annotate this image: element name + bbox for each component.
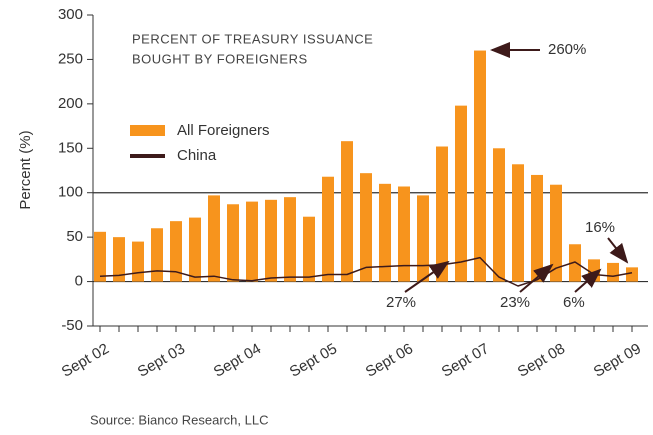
bar (341, 141, 353, 282)
bar (170, 221, 182, 282)
arrow (519, 263, 554, 293)
bar (265, 199, 277, 282)
bar (94, 231, 106, 282)
bar (284, 197, 296, 282)
x-tick-label: Sept 08 (515, 340, 568, 381)
bar (474, 50, 486, 282)
arrow (607, 237, 629, 264)
bar (189, 217, 201, 282)
source: Source: Bianco Research, LLC (90, 412, 268, 427)
y-tick-label: 200 (58, 95, 83, 112)
bar (512, 164, 524, 282)
legend-label: China (177, 147, 217, 164)
chart-subtitle: BOUGHT BY FOREIGNERS (132, 51, 308, 66)
x-tick-label: Sept 03 (135, 340, 188, 381)
bar (398, 186, 410, 282)
annotation: 23% (500, 294, 530, 311)
x-tick-label: Sept 05 (287, 340, 340, 381)
bar (227, 204, 239, 282)
annotation: 6% (563, 294, 585, 311)
y-tick-label: 50 (66, 228, 83, 245)
y-tick-label: 100 (58, 184, 83, 201)
x-tick-label: Sept 07 (439, 340, 492, 381)
bar (417, 195, 429, 282)
x-tick-label: Sept 04 (211, 340, 264, 381)
bar (550, 184, 562, 282)
y-axis-label: Percent (%) (17, 130, 34, 209)
x-tick-label: Sept 09 (591, 340, 644, 381)
bar (607, 262, 619, 282)
bar (569, 244, 581, 282)
bar (531, 174, 543, 282)
annotation: 27% (386, 294, 416, 311)
y-tick-label: 0 (75, 273, 83, 290)
y-tick-label: 150 (58, 139, 83, 156)
legend-swatch (130, 125, 165, 136)
bar (208, 195, 220, 282)
arrow (404, 260, 450, 293)
bar (360, 173, 372, 282)
annotation: 16% (585, 219, 615, 236)
bar (493, 148, 505, 282)
y-tick-label: 300 (58, 6, 83, 23)
bar (322, 176, 334, 282)
bar (246, 201, 258, 282)
chart-title: PERCENT OF TREASURY ISSUANCE (132, 31, 373, 46)
bar (113, 237, 125, 282)
legend-label: All Foreigners (177, 122, 270, 139)
annotation: 260% (548, 41, 586, 58)
y-tick-label: 250 (58, 50, 83, 67)
arrow (574, 268, 602, 293)
y-tick-label: -50 (61, 317, 83, 334)
bar (436, 146, 448, 282)
x-tick-label: Sept 02 (59, 340, 112, 381)
x-tick-label: Sept 06 (363, 340, 416, 381)
bar (151, 228, 163, 282)
bar (379, 183, 391, 282)
bar (455, 105, 467, 282)
bar (132, 241, 144, 282)
bar (303, 216, 315, 282)
bar (626, 267, 638, 282)
